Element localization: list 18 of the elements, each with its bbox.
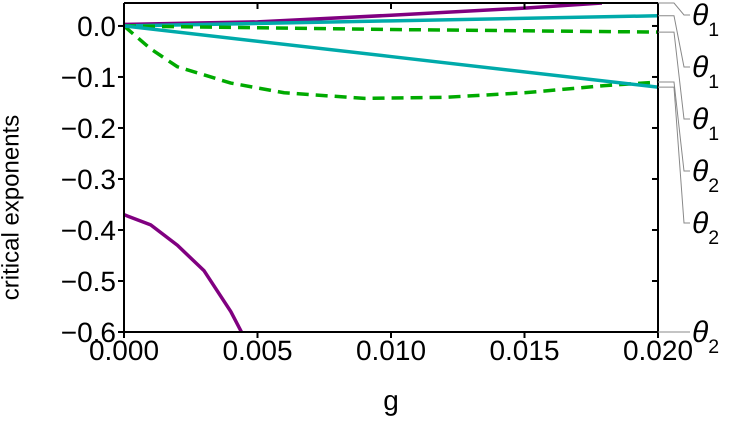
series-label: θ$_{1}$ xyxy=(692,51,720,93)
y-tick-label: 0.0 xyxy=(77,10,116,42)
text: θ$_{2}$ xyxy=(692,316,720,358)
y-tick-label: −0.4 xyxy=(60,214,116,246)
x-axis-title: g xyxy=(383,385,399,416)
text: θ$_{2}$ xyxy=(692,207,720,249)
text: θ$_{2}$ xyxy=(692,155,720,197)
y-tick-label: −0.5 xyxy=(60,266,116,297)
y-tick-label: −0.1 xyxy=(60,62,116,93)
x-tick-label: 0.010 xyxy=(356,334,426,366)
x-tick-label: 0.005 xyxy=(222,334,293,366)
x-tick-label: 0.020 xyxy=(622,334,694,366)
y-axis-title: critical exponents xyxy=(0,114,25,300)
x-tick-label: 0.015 xyxy=(489,334,560,366)
y-tick-label: −0.2 xyxy=(60,112,116,144)
text: θ$_{1}$ xyxy=(692,103,720,145)
y-tick-label: −0.3 xyxy=(60,164,116,195)
text: θ$_{1}$ xyxy=(692,0,720,41)
